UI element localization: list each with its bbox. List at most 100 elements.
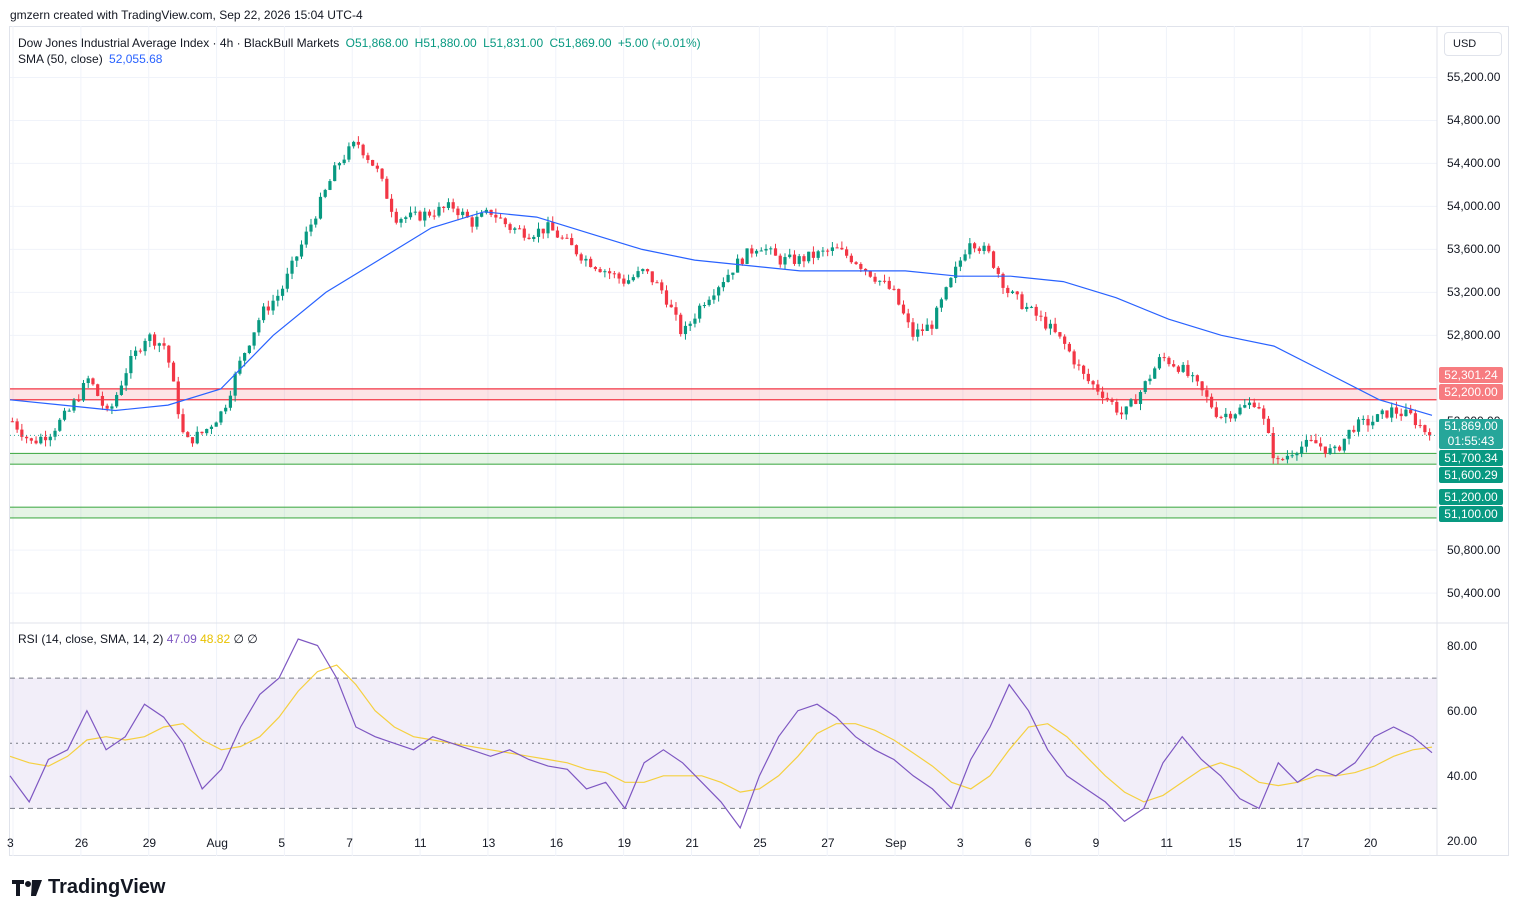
candle-body (1290, 455, 1294, 457)
time-axis-label: 25 (753, 836, 767, 850)
time-axis-label: 16 (549, 836, 564, 850)
candle-body (15, 421, 19, 430)
candle-body (996, 267, 1000, 274)
candle-body (560, 237, 564, 239)
time-axis-label: 3 (7, 836, 14, 850)
candle-body (1086, 373, 1090, 382)
candle (318, 192, 323, 220)
tradingview-logo[interactable]: TradingView (12, 876, 165, 899)
candle (949, 277, 953, 288)
candle (1091, 379, 1095, 390)
candle (1058, 331, 1062, 339)
candle (1371, 415, 1375, 430)
candle-body (1413, 413, 1418, 426)
candle-body (1091, 381, 1095, 385)
candle-body (1276, 458, 1280, 460)
candle-body (1006, 287, 1010, 294)
candle-body (750, 248, 754, 254)
candle-body (1356, 419, 1361, 432)
candle-body (24, 436, 29, 439)
candle (1157, 353, 1162, 370)
candle (1228, 411, 1233, 422)
candle (24, 435, 29, 444)
candle (688, 321, 692, 331)
price-axis-label: 52,800.00 (1447, 328, 1501, 343)
candle (522, 225, 526, 241)
candle (513, 226, 517, 234)
candle (233, 371, 237, 402)
candle (356, 136, 360, 149)
candle-body (432, 215, 436, 217)
candle (655, 280, 659, 284)
candle (674, 302, 678, 321)
candle-body (551, 222, 555, 231)
candle-body (688, 323, 692, 326)
time-axis-label: 21 (685, 836, 699, 850)
candle (901, 300, 906, 315)
candle (641, 268, 645, 275)
candle (143, 338, 147, 356)
candle (214, 421, 218, 427)
candle-body (778, 255, 782, 265)
candle-body (608, 271, 612, 274)
candle-body (589, 258, 593, 268)
rsi-axis-label: 20.00 (1447, 833, 1478, 848)
candle (712, 289, 716, 304)
candle (1276, 455, 1280, 465)
candle (252, 332, 256, 350)
candle-body (119, 385, 123, 395)
candle (1390, 402, 1394, 423)
candle-body (636, 271, 640, 278)
candle (612, 271, 616, 279)
candle-body (1224, 413, 1228, 418)
current-price-value: 51,869.00 (1444, 419, 1498, 433)
price-axis-label: 54,800.00 (1447, 113, 1501, 128)
candle (328, 179, 332, 191)
currency-selector[interactable]: USD (1444, 32, 1502, 56)
candle-body (1148, 378, 1152, 382)
candle (380, 168, 384, 182)
candle (1319, 437, 1323, 451)
rsi-label[interactable]: RSI (14, close, SMA, 14, 2) (18, 632, 164, 646)
candle-body (1001, 273, 1005, 288)
candle-body (954, 266, 958, 278)
candle (247, 345, 251, 355)
candle (408, 206, 413, 220)
candle (290, 256, 294, 280)
candle (792, 250, 797, 266)
candle-body (773, 248, 778, 256)
time-axis-label: 19 (617, 836, 631, 850)
candle-body (517, 228, 522, 230)
candle (1176, 365, 1181, 374)
candle-body (1314, 440, 1318, 444)
candle (176, 376, 180, 419)
candle-body (205, 428, 209, 434)
candle-body (394, 211, 398, 223)
sma-label[interactable]: SMA (50, close) (18, 52, 103, 66)
candle-body (285, 273, 289, 289)
candle (470, 214, 474, 233)
candle-body (991, 251, 996, 268)
candle (830, 242, 834, 256)
candle (1205, 385, 1209, 403)
candle (579, 252, 583, 264)
candle (1129, 398, 1133, 408)
candle-body (887, 280, 891, 289)
candle-body (43, 436, 48, 441)
candle-body (1048, 323, 1053, 329)
candle-body (48, 436, 52, 441)
candle (617, 271, 621, 284)
candle-body (1072, 351, 1076, 365)
candle-body (541, 228, 545, 234)
time-axis-label: 11 (414, 836, 427, 850)
ohlc-low: L51,831.00 (483, 36, 544, 50)
candle-body (1039, 315, 1043, 317)
symbol-title[interactable]: Dow Jones Industrial Average Index · 4h … (18, 36, 340, 50)
candle-body (1200, 381, 1204, 391)
candle (1304, 434, 1308, 453)
candle-body (1153, 368, 1157, 379)
candle (807, 251, 811, 264)
candle (100, 391, 105, 410)
time-axis-label: 26 (74, 836, 89, 850)
